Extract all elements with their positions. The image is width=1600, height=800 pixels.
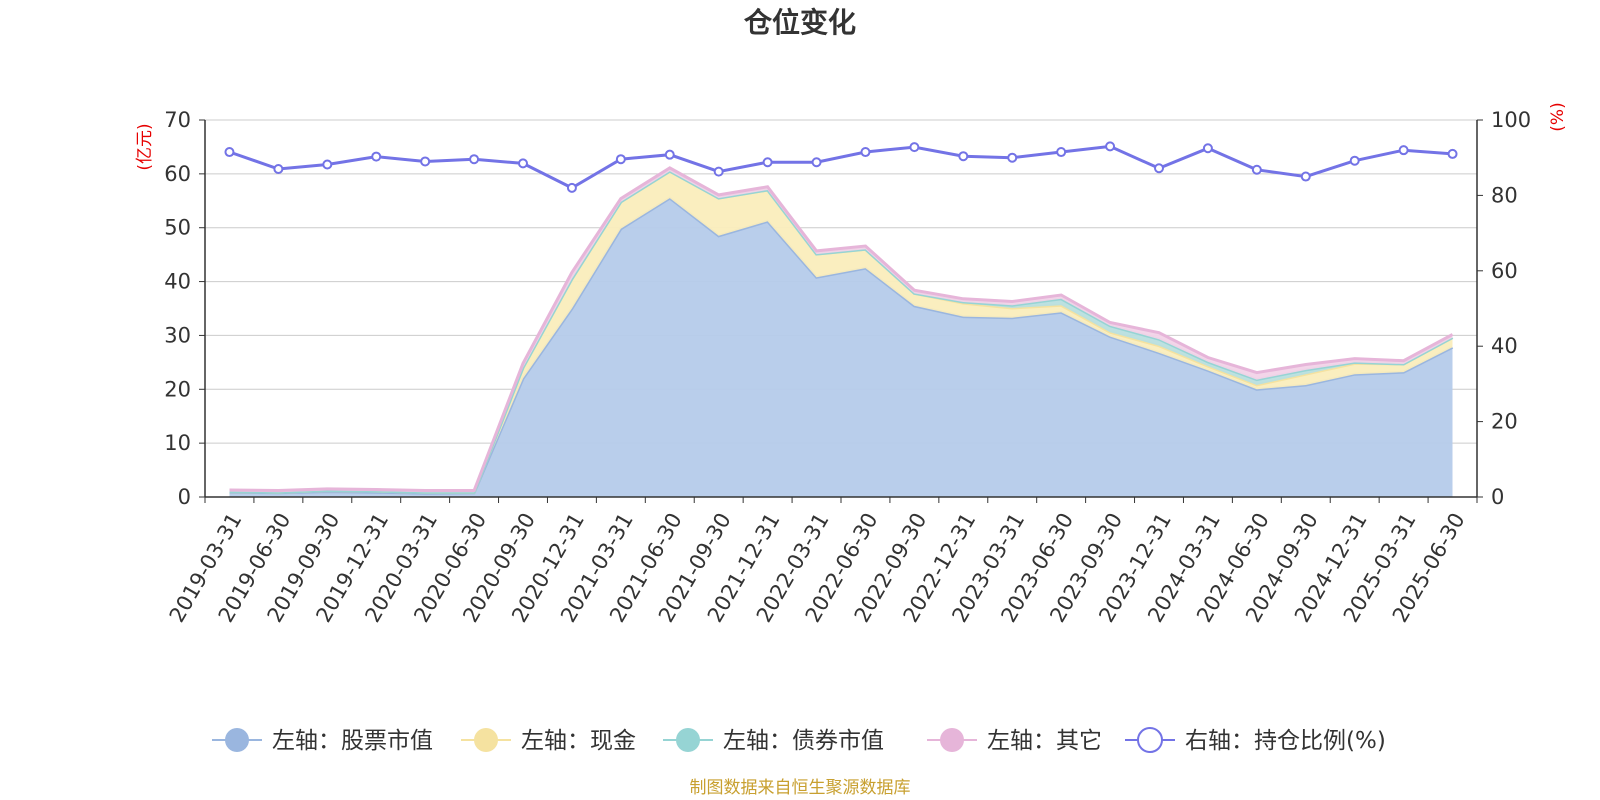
area-line-other [229,166,1454,493]
left-tick-label: 0 [178,485,191,509]
ratio-point [860,147,871,158]
ratio-point [1447,148,1458,159]
legend-marker [676,728,700,752]
legend-marker [940,728,964,752]
legend-label: 右轴：持仓比例(%) [1185,728,1386,754]
ratio-point [371,151,382,162]
right-tick-label: 40 [1491,334,1518,358]
right-tick-label: 60 [1491,259,1518,283]
ratio-point [1202,143,1213,154]
legend-marker [1137,727,1163,753]
ratio-point [420,156,431,167]
ratio-point [958,151,969,162]
left-axis-unit: (亿元) [135,123,155,170]
ratio-line [224,141,1458,193]
ratio-point [811,157,822,168]
data-source-note: 制图数据来自恒生聚源数据库 [690,778,911,798]
chart-title: 仓位变化 [744,6,856,39]
legend[interactable]: 左轴：股票市值 左轴：现金 左轴：债券市值 左轴：其它 右轴：持仓比例(%) [212,727,1386,754]
ratio-point [615,154,626,165]
ratio-point [1056,147,1067,158]
ratio-point [518,158,528,169]
legend-label: 左轴：其它 [987,728,1102,754]
area-stock [229,198,1453,497]
legend-item[interactable]: 左轴：股票市值 [212,728,433,754]
ratio-point [1007,152,1018,163]
ratio-point [909,142,920,153]
ratio-point [1105,141,1116,152]
left-tick-label: 60 [164,162,191,186]
ratio-point [1349,155,1360,166]
legend-item[interactable]: 左轴：债券市值 [663,728,884,754]
ratio-point [1300,171,1311,182]
ratio-point [1154,163,1164,174]
ratio-point [1251,164,1262,175]
ratio-point [664,149,675,160]
right-tick-label: 100 [1491,108,1531,132]
legend-item[interactable]: 右轴：持仓比例(%) [1125,727,1386,754]
left-tick-label: 40 [164,270,191,294]
ratio-series-line [229,144,1453,190]
right-tick-label: 0 [1491,485,1504,509]
ratio-point [713,166,724,177]
stacked-areas [229,166,1454,497]
legend-label: 左轴：股票市值 [272,728,433,754]
ratio-point [762,157,773,168]
left-tick-label: 50 [164,216,191,240]
right-tick-label: 80 [1491,183,1518,207]
ratio-point [322,159,333,170]
left-tick-label: 10 [164,431,191,455]
right-tick-label: 20 [1491,410,1518,434]
left-tick-label: 20 [164,377,191,401]
left-tick-label: 30 [164,323,191,347]
legend-label: 左轴：债券市值 [723,728,884,754]
legend-marker [225,728,249,752]
ratio-point [273,164,284,175]
legend-label: 左轴：现金 [521,728,636,754]
left-tick-label: 70 [164,108,191,132]
ratio-point [566,182,577,193]
ratio-point [224,147,235,158]
ratio-point [469,154,480,165]
legend-item[interactable]: 左轴：其它 [927,728,1102,754]
ratio-point [1398,145,1409,156]
legend-item[interactable]: 左轴：现金 [461,728,636,754]
right-axis-unit: (%) [1548,102,1568,131]
legend-marker [474,728,498,752]
